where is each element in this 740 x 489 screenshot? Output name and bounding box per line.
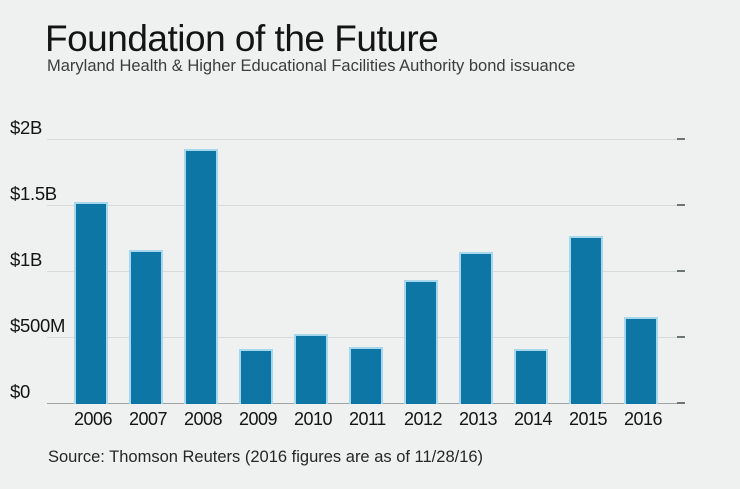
bar-2012 (404, 279, 438, 404)
bars-row (47, 140, 684, 404)
gridline (47, 204, 685, 206)
bar-2015 (569, 236, 603, 404)
bar-2013 (459, 252, 493, 404)
y-axis-tick-label: $1B (10, 249, 43, 270)
bar-2010 (294, 334, 328, 404)
tick-end-mark (677, 204, 685, 206)
gridline (47, 336, 685, 338)
bar-2016 (624, 316, 658, 404)
x-axis-label-2012: 2012 (404, 409, 443, 429)
x-axis-label-2009: 2009 (239, 409, 278, 429)
bar-2011 (349, 347, 383, 404)
x-axis-label-2016: 2016 (624, 409, 663, 429)
bar-2009 (239, 348, 273, 404)
gridline (47, 270, 685, 272)
x-axis-label-2006: 2006 (74, 409, 113, 429)
x-axis-label-2011: 2011 (349, 409, 386, 429)
tick-end-mark (677, 402, 685, 404)
bar-2008 (184, 149, 218, 404)
y-axis-tick-label: $1.5B (10, 183, 57, 204)
y-axis-tick-label: $500M (10, 315, 66, 336)
x-axis-label-2014: 2014 (514, 409, 553, 429)
tick-end-mark (677, 138, 685, 140)
x-axis: 2006 2007 2008 2009 2010 2011 2012 2013 2014 2015… (47, 409, 684, 430)
x-axis-label-2010: 2010 (294, 409, 333, 429)
tick-end-mark (677, 336, 685, 338)
gridline (47, 138, 685, 140)
bar-2007 (129, 249, 163, 404)
bar-2006 (74, 202, 108, 404)
x-axis-label-2015: 2015 (569, 409, 608, 429)
y-axis-tick-label: $0 (10, 381, 30, 402)
bar-2014 (514, 348, 548, 404)
x-axis-label-2013: 2013 (459, 409, 498, 429)
chart-subtitle: Maryland Health & Higher Educational Fac… (47, 57, 576, 75)
x-axis-label-2007: 2007 (129, 409, 168, 429)
plot-area (47, 138, 685, 404)
y-axis-tick-label: $2B (10, 117, 43, 138)
chart-title: Foundation of the Future (45, 18, 439, 59)
tick-end-mark (677, 270, 685, 272)
x-axis-label-2008: 2008 (184, 409, 223, 429)
source-note: Source: Thomson Reuters (2016 figures ar… (48, 448, 484, 466)
